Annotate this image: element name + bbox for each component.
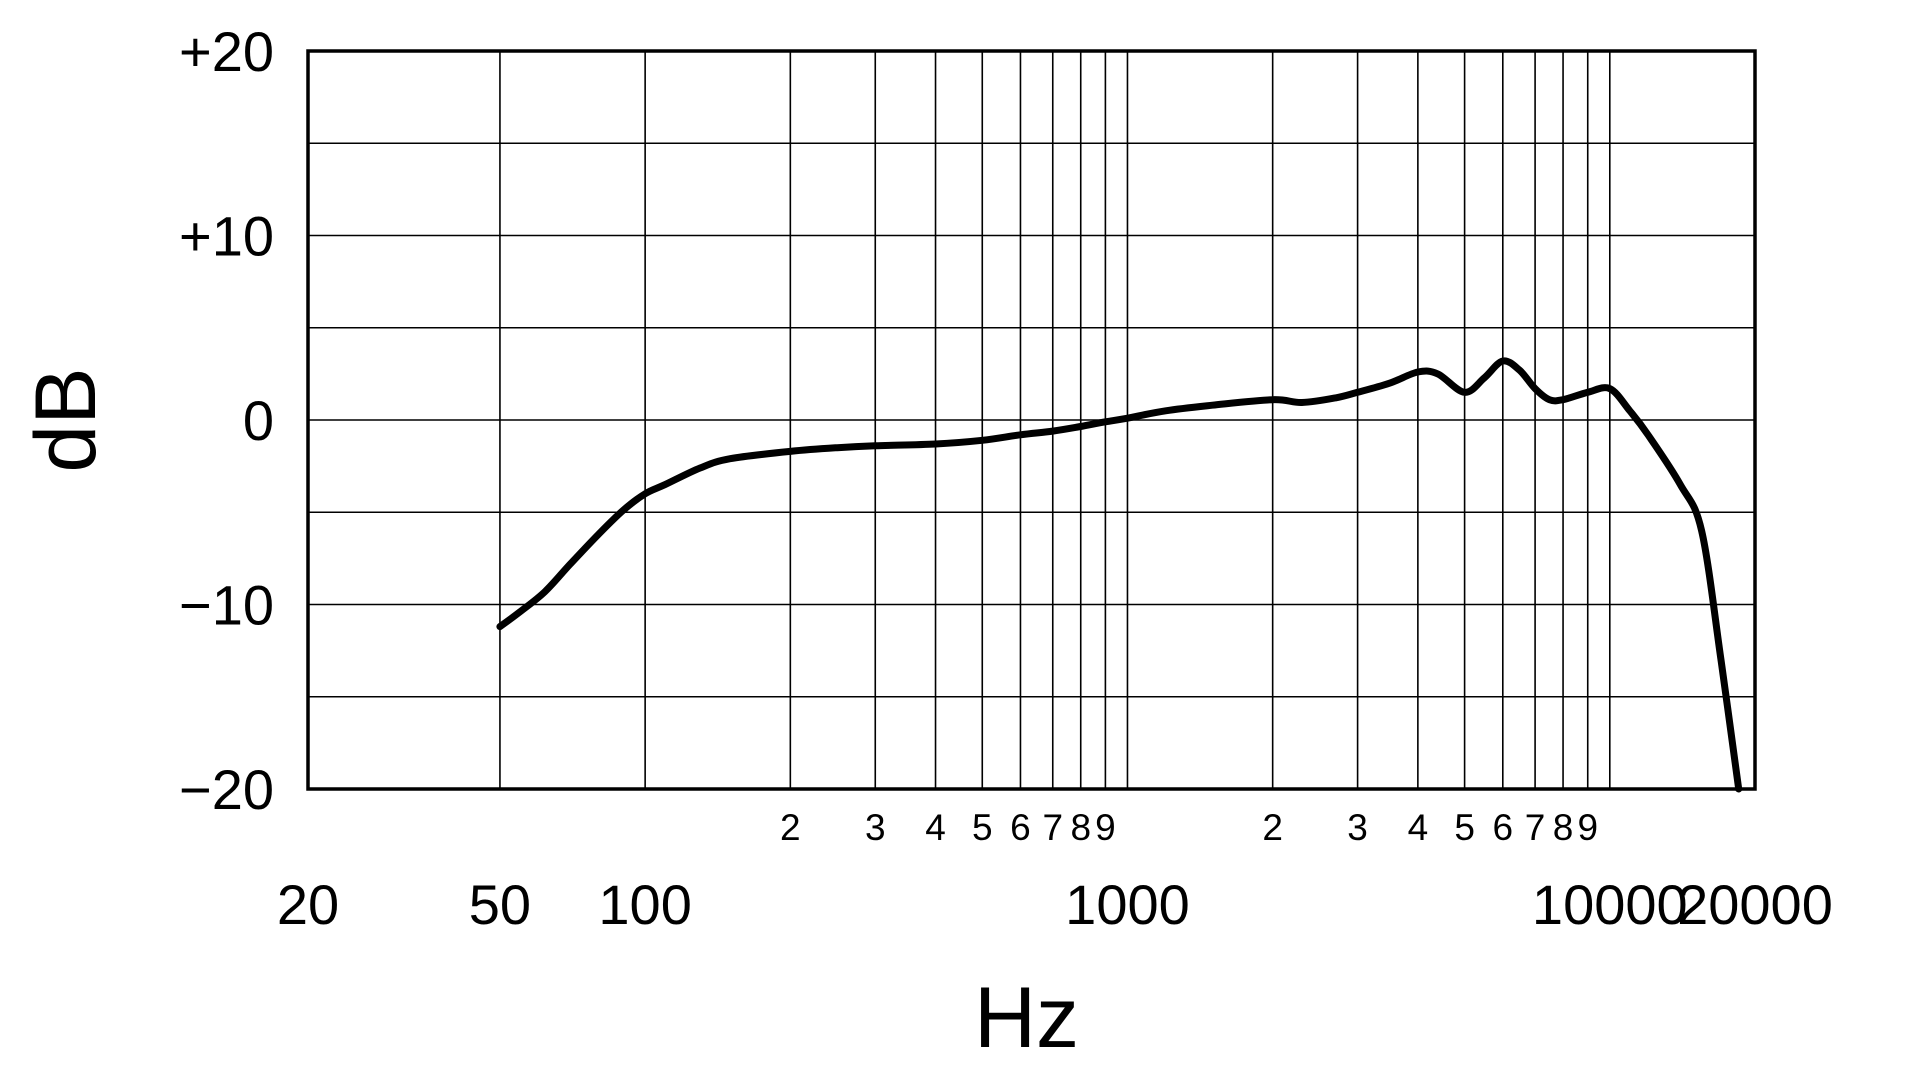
x-minor-tick-label: 8 [1070,807,1091,848]
grid [308,50,1755,790]
x-axis-title: Hz [974,970,1079,1066]
x-minor-tick-label: 7 [1042,807,1063,848]
y-tick-label: 0 [243,389,274,452]
y-tick-label: +20 [179,20,274,83]
x-minor-tick-label: 5 [1454,807,1475,848]
x-major-tick-label: 10000 [1532,873,1688,936]
x-minor-tick-label: 3 [865,807,886,848]
x-minor-tick-label: 7 [1525,807,1546,848]
y-tick-label: +10 [179,205,274,268]
x-major-tick-label: 20 [277,873,339,936]
x-major-tick-label: 1000 [1065,873,1190,936]
x-minor-tick-label: 6 [1493,807,1514,848]
x-minor-tick-label: 2 [1262,807,1283,848]
y-tick-label: −10 [179,574,274,637]
x-minor-tick-label: 4 [925,807,946,848]
x-minor-tick-label: 4 [1408,807,1429,848]
x-minor-tick-label: 3 [1347,807,1368,848]
y-tick-label: −20 [179,758,274,821]
x-major-tick-label: 100 [598,873,691,936]
x-major-tick-label: 20000 [1677,873,1833,936]
x-minor-tick-label: 9 [1095,807,1116,848]
x-minor-tick-label: 8 [1553,807,1574,848]
x-minor-tick-label: 9 [1577,807,1598,848]
x-minor-tick-label: 6 [1010,807,1031,848]
y-tick-labels: +20 +10 0 −10 −20 [179,20,274,821]
x-minor-tick-label: 5 [972,807,993,848]
x-major-tick-label: 50 [469,873,531,936]
plot-frame [306,49,1757,791]
y-axis-title: dB [18,367,114,472]
response-curve [496,357,1743,793]
x-minor-tick-label: 2 [780,807,801,848]
